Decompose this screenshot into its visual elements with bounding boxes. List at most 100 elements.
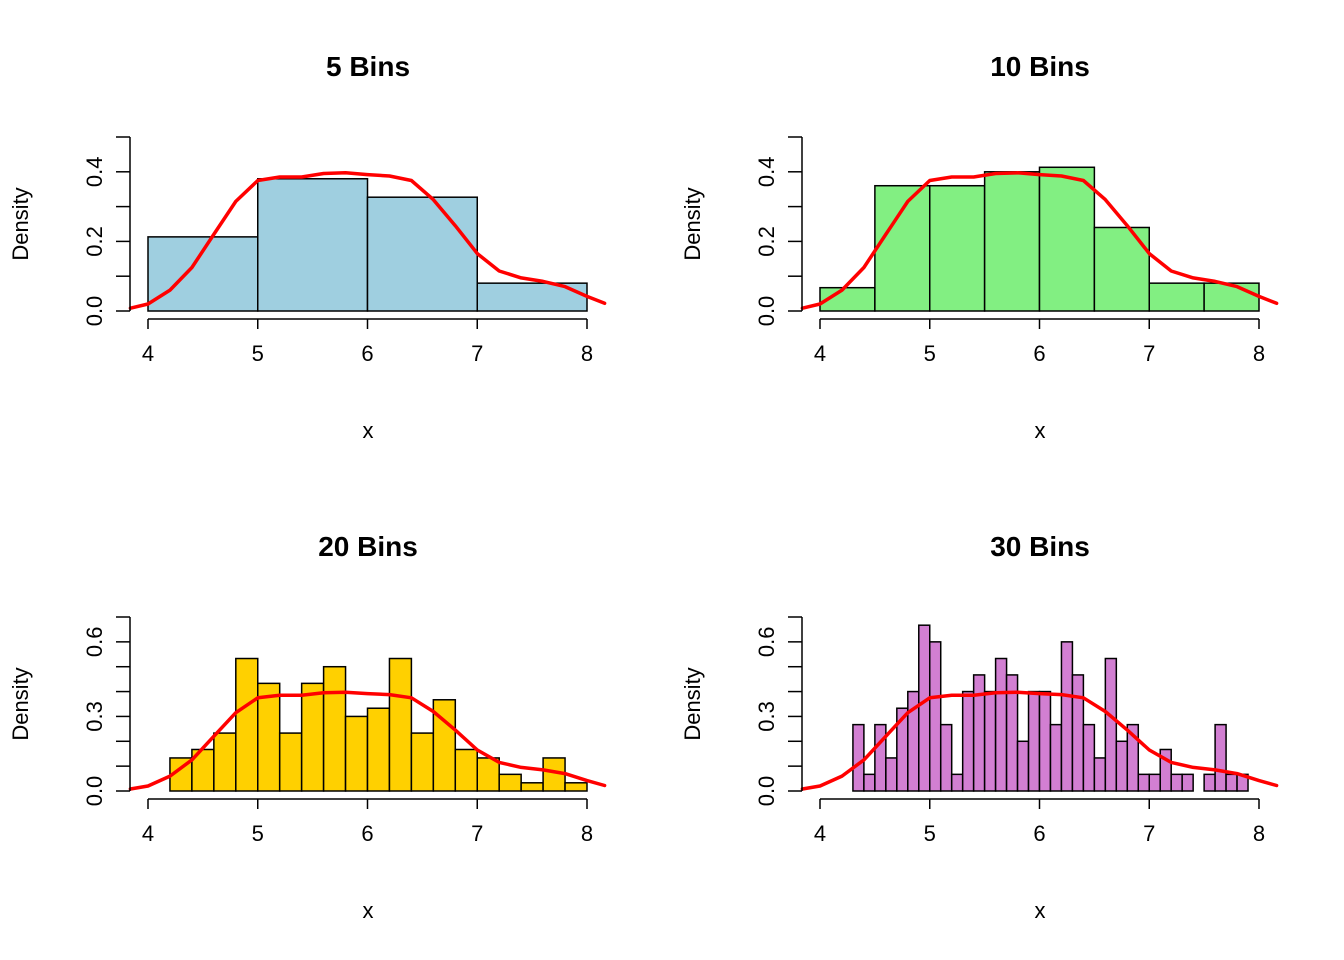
density-curve — [800, 690, 1279, 791]
panel-30-bins: 30 Bins x Density 4 5 6 7 8 0.0 0.3 0.6 — [680, 531, 1279, 923]
y-axis-label: Density — [680, 187, 705, 260]
histogram-bar — [564, 782, 588, 792]
histogram-bar — [498, 773, 522, 792]
x-tick-label: 6 — [1033, 341, 1045, 366]
histogram-bar — [1170, 773, 1183, 792]
x-tick-label: 7 — [1143, 341, 1155, 366]
histogram-bar — [235, 657, 259, 792]
density-curve — [800, 171, 1279, 310]
histogram-bar — [344, 715, 369, 792]
histogram-bar — [1027, 690, 1041, 792]
histogram-bar — [388, 657, 413, 792]
histogram-bar — [929, 184, 986, 312]
histogram-bar — [939, 723, 953, 792]
histogram-bar — [885, 757, 898, 792]
density-curve — [128, 171, 607, 310]
density-curve — [128, 690, 607, 791]
histogram-bar — [1093, 226, 1150, 312]
histogram-bar — [1082, 723, 1096, 792]
histogram-bar — [1148, 773, 1161, 792]
histogram-bar — [852, 723, 865, 792]
y-tick-label: 0.3 — [82, 701, 107, 732]
histogram-bar — [213, 732, 237, 792]
y-tick-label: 0.0 — [82, 296, 107, 327]
y-axis-label: Density — [8, 187, 33, 260]
histogram-bar — [1005, 674, 1019, 792]
histogram-bar — [1016, 740, 1030, 792]
y-axis-label: Density — [8, 667, 33, 740]
histogram-bar — [257, 178, 369, 312]
histogram-bar — [929, 641, 942, 792]
histogram-bar — [1181, 773, 1194, 792]
histogram-bar — [972, 674, 986, 792]
y-tick-label: 0.4 — [754, 157, 779, 188]
histogram-bar — [1203, 282, 1260, 312]
histogram-bar — [1115, 740, 1129, 792]
x-tick-label: 8 — [1253, 341, 1265, 366]
histogram-bar — [322, 665, 347, 792]
x-tick-label: 5 — [924, 821, 936, 846]
x-tick-label: 8 — [581, 821, 593, 846]
histogram-bar — [874, 184, 931, 312]
histogram-bar — [1038, 166, 1096, 312]
x-tick-label: 4 — [814, 341, 826, 366]
x-tick-label: 8 — [1253, 821, 1265, 846]
y-tick-label: 0.6 — [82, 627, 107, 658]
x-axis-label: x — [1035, 898, 1046, 923]
panel-title: 10 Bins — [990, 51, 1090, 82]
x-tick-label: 7 — [471, 341, 483, 366]
x-axis-label: x — [1035, 418, 1046, 443]
y-tick-label: 0.0 — [754, 296, 779, 327]
histogram-bar — [1214, 723, 1227, 792]
x-axis-label: x — [363, 898, 374, 923]
x-tick-label: 6 — [361, 821, 373, 846]
histogram-bar — [961, 690, 975, 792]
y-tick-label: 0.0 — [82, 776, 107, 807]
histogram-bar — [1126, 723, 1140, 792]
panel-20-bins: 20 Bins x Density 4 5 6 7 8 0.0 0.3 0.6 — [8, 531, 607, 923]
panel-10-bins: 10 Bins x Density 4 5 6 7 8 0.0 0.2 0.4 — [680, 51, 1279, 443]
x-tick-label: 4 — [142, 821, 154, 846]
histogram-bar — [410, 732, 435, 792]
y-tick-label: 0.2 — [754, 226, 779, 257]
panel-5-bins: 5 Bins x Density 4 5 6 7 8 0.0 0.2 0.4 — [8, 51, 607, 443]
x-tick-label: 6 — [1033, 821, 1045, 846]
histogram-bar — [1060, 641, 1074, 792]
histogram-bar — [1071, 674, 1085, 792]
histogram-bar — [983, 171, 1041, 312]
histogram-bar — [1137, 773, 1151, 792]
x-axis-label: x — [363, 418, 374, 443]
panel-title: 30 Bins — [990, 531, 1090, 562]
x-tick-label: 5 — [924, 341, 936, 366]
histogram-bar — [1148, 282, 1205, 312]
histogram-bar — [863, 773, 876, 792]
histogram-bar — [454, 748, 478, 792]
histogram-bar — [1203, 773, 1216, 792]
y-tick-label: 0.6 — [754, 627, 779, 658]
histogram-bar — [366, 707, 391, 792]
histogram-bar — [1159, 748, 1172, 792]
histogram-bar — [1104, 657, 1118, 792]
x-tick-label: 5 — [252, 341, 264, 366]
histogram-bar — [1049, 723, 1063, 792]
histogram-bar — [874, 723, 887, 792]
x-tick-label: 7 — [1143, 821, 1155, 846]
histogram-bar — [432, 699, 457, 792]
y-tick-label: 0.0 — [754, 776, 779, 807]
histogram-bar — [1038, 690, 1052, 792]
histogram-bar — [366, 196, 478, 312]
histogram-bar — [1093, 757, 1107, 792]
histogram-bar — [950, 773, 964, 792]
panel-title: 20 Bins — [318, 531, 418, 562]
x-tick-label: 4 — [814, 821, 826, 846]
x-tick-label: 6 — [361, 341, 373, 366]
histogram-bar — [257, 682, 281, 792]
histogram-bar — [983, 690, 997, 792]
histogram-bar — [520, 782, 544, 792]
x-tick-label: 4 — [142, 341, 154, 366]
y-axis-label: Density — [680, 667, 705, 740]
y-tick-label: 0.2 — [82, 226, 107, 257]
histogram-bar — [476, 757, 500, 792]
y-tick-label: 0.4 — [82, 157, 107, 188]
